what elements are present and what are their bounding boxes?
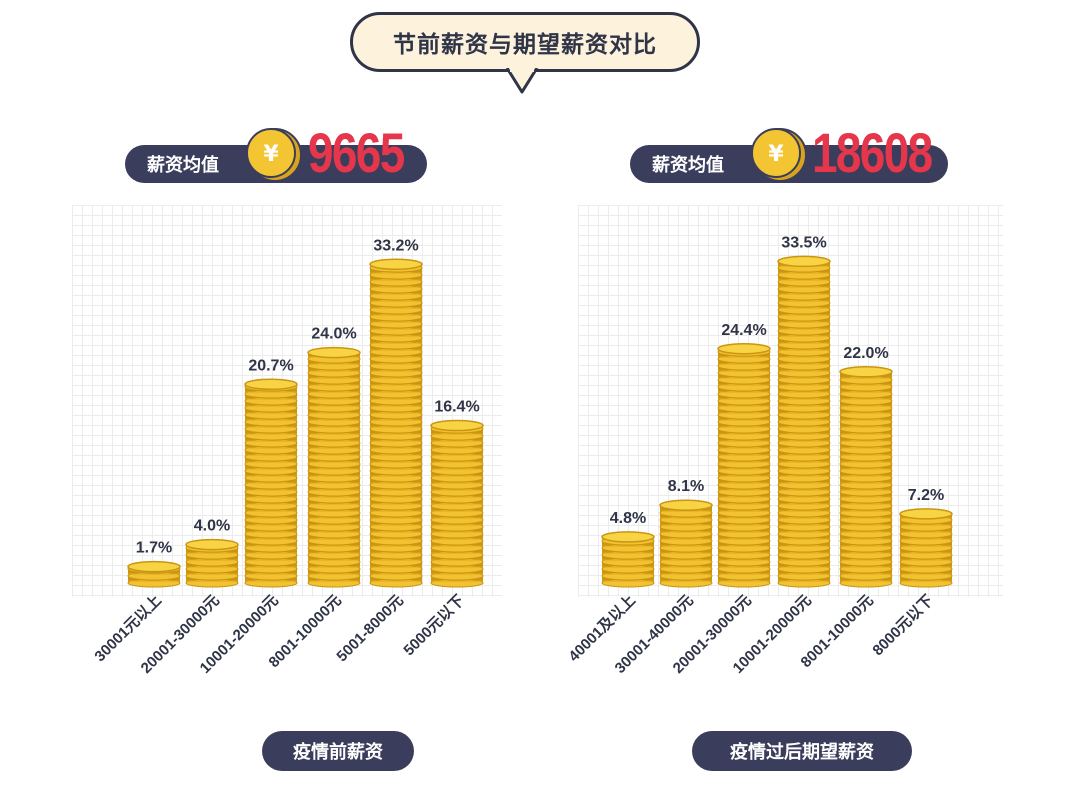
bar-value-label: 7.2% [908, 487, 944, 504]
bar-value-label: 24.0% [311, 326, 356, 343]
yen-coin-icon: ¥ [751, 128, 807, 182]
bar-value-label: 8.1% [668, 478, 704, 495]
bar-value-label: 33.2% [373, 237, 418, 254]
bar-value-label: 24.4% [721, 322, 766, 339]
bar-coin-stack [659, 499, 713, 588]
bar-coin-stack [777, 255, 831, 588]
chart-title-text: 节前薪资与期望薪资对比 [393, 31, 657, 57]
svg-text:¥: ¥ [263, 142, 279, 167]
average-label-before: 薪资均值 [147, 155, 219, 175]
bar-value-label: 1.7% [136, 540, 172, 557]
svg-text:¥: ¥ [768, 142, 784, 167]
bubble-tail [505, 68, 539, 94]
bar-value-label: 16.4% [434, 399, 479, 416]
bar-coin-stack [244, 378, 298, 588]
bar-value-label: 33.5% [781, 234, 826, 251]
bar-coin-stack [430, 419, 484, 588]
panel-label-after: 疫情过后期望薪资 [692, 731, 912, 771]
bar-coin-stack [839, 366, 893, 588]
bar-value-label: 4.0% [194, 518, 230, 535]
bar-value-label: 22.0% [843, 345, 888, 362]
bar-coin-stack [369, 258, 423, 588]
bar-value-label: 20.7% [248, 357, 293, 374]
average-value-before: 9665 [308, 121, 405, 184]
bar-coin-stack [717, 343, 771, 588]
yen-coin-icon: ¥ [246, 128, 302, 182]
category-tick-label: 5000元以下 [400, 592, 467, 659]
chart-title: 节前薪资与期望薪资对比 [350, 12, 700, 72]
bar-coin-stack [899, 508, 953, 588]
category-tick-label: 8000元以下 [869, 592, 936, 659]
panel-label-before: 疫情前薪资 [262, 731, 414, 771]
bar-coin-stack [185, 538, 239, 588]
bar-coin-stack [601, 531, 655, 588]
average-value-after: 18608 [812, 121, 933, 184]
bar-coin-stack [307, 346, 361, 588]
bar-value-label: 4.8% [610, 510, 646, 527]
average-label-after: 薪资均值 [652, 155, 724, 175]
panel-label-before-text: 疫情前薪资 [293, 742, 383, 762]
panel-label-after-text: 疫情过后期望薪资 [730, 742, 874, 762]
bar-coin-stack [127, 560, 181, 588]
category-tick-label: 5001-8000元 [333, 592, 406, 665]
